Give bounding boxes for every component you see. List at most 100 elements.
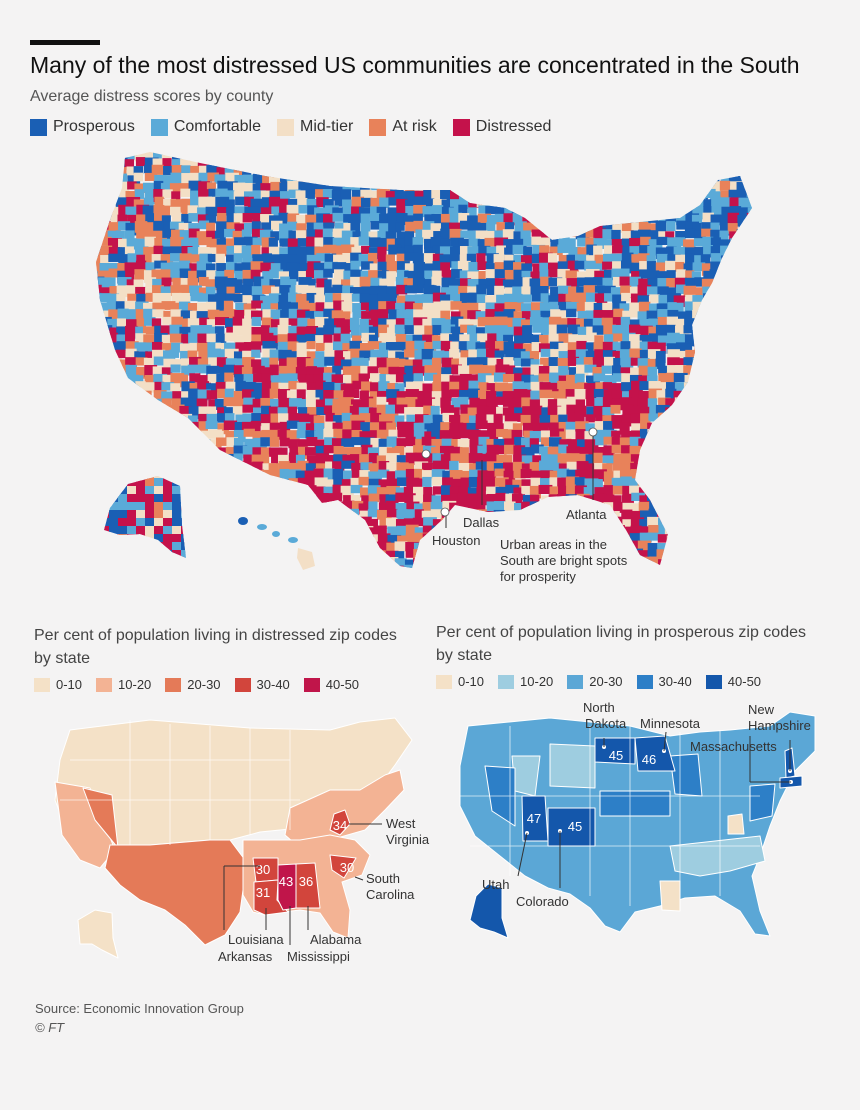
county-cell <box>530 381 540 392</box>
county-cell <box>171 436 186 450</box>
county-cell <box>117 559 130 568</box>
county-cell <box>215 196 230 208</box>
county-cell <box>737 381 750 394</box>
county-cell <box>369 550 380 559</box>
county-cell <box>585 342 597 354</box>
county-cell <box>323 468 335 482</box>
county-cell <box>232 470 242 483</box>
county-cell <box>352 213 366 224</box>
county-cell <box>358 157 370 170</box>
county-cell <box>269 422 283 432</box>
county-cell <box>693 166 704 176</box>
county-cell <box>685 574 696 585</box>
county-cell <box>422 397 436 408</box>
county-cell <box>298 277 312 287</box>
county-cell <box>154 174 167 183</box>
county-cell <box>288 230 298 240</box>
county-cell <box>396 253 411 263</box>
county-cell <box>233 398 247 411</box>
distressed-legend: 0-10 10-20 20-30 30-40 40-50 <box>34 677 359 692</box>
county-cell <box>189 254 201 263</box>
county-cell <box>127 558 141 569</box>
county-cell <box>719 445 730 456</box>
county-cell <box>702 350 716 363</box>
county-cell <box>602 181 616 195</box>
county-cell <box>719 197 731 208</box>
county-cell <box>108 422 119 436</box>
county-cell <box>116 334 128 344</box>
county-cell <box>396 212 408 226</box>
county-cell <box>711 326 724 336</box>
county-cell <box>341 412 352 425</box>
county-cell <box>117 374 127 384</box>
county-cell <box>621 238 632 251</box>
county-cell <box>96 438 102 450</box>
county-cell <box>135 357 148 366</box>
county-cell <box>405 221 419 233</box>
county-cell <box>223 397 235 407</box>
county-cell <box>189 453 202 464</box>
county-cell <box>440 157 452 168</box>
county-cell <box>252 365 265 376</box>
county-cell <box>154 447 164 460</box>
county-cell <box>727 255 738 268</box>
county-cell <box>676 559 686 568</box>
county-cell <box>96 462 103 472</box>
county-cell <box>277 407 288 419</box>
county-cell <box>648 508 661 521</box>
county-cell <box>288 381 299 390</box>
county-cell <box>532 152 542 159</box>
county-cell <box>692 509 705 519</box>
county-cell <box>216 310 228 319</box>
county-cell <box>171 342 183 353</box>
county-cell <box>160 286 175 295</box>
county-cell <box>592 325 604 335</box>
county-cell <box>358 236 371 246</box>
county-cell <box>413 309 424 322</box>
county-cell <box>611 477 622 487</box>
county-cell <box>710 214 722 226</box>
county-cell <box>449 550 462 562</box>
county-cell <box>666 454 679 464</box>
legend-item-comfortable: Comfortable <box>150 118 261 136</box>
county-cell <box>619 422 630 435</box>
county-cell <box>342 173 354 184</box>
county-cell <box>494 325 508 337</box>
county-cell <box>196 261 209 271</box>
county-cell <box>127 253 140 264</box>
county-cell <box>691 214 703 224</box>
county-cell <box>620 367 632 377</box>
county-cell <box>360 534 375 545</box>
county-cell <box>640 157 653 168</box>
county-cell <box>647 532 660 541</box>
county-cell <box>341 460 355 469</box>
county-cell <box>169 183 181 192</box>
county-cell <box>144 254 157 267</box>
county-cell <box>646 152 660 160</box>
county-cell <box>575 173 590 186</box>
county-cell <box>739 430 752 442</box>
county-cell <box>188 485 199 499</box>
county-cell <box>405 389 419 400</box>
county-cell <box>234 284 248 294</box>
county-cell <box>313 287 326 297</box>
county-cell <box>197 207 207 220</box>
county-cell <box>540 175 552 186</box>
county-cell <box>307 525 319 536</box>
chart-title: Many of the most distressed US communiti… <box>30 52 800 78</box>
county-cell <box>504 183 517 195</box>
county-cell <box>278 294 293 305</box>
county-cell <box>224 565 236 568</box>
county-cell <box>109 342 122 353</box>
county-cell <box>153 189 165 203</box>
county-cell <box>181 391 192 403</box>
county-cell <box>104 526 111 537</box>
county-cell <box>306 389 317 400</box>
county-cell <box>505 516 517 527</box>
county-cell <box>710 423 725 436</box>
county-cell <box>665 485 677 496</box>
county-cell <box>630 367 642 377</box>
county-cell <box>603 324 616 335</box>
alaska-counties <box>104 476 186 569</box>
county-cell <box>243 278 254 291</box>
